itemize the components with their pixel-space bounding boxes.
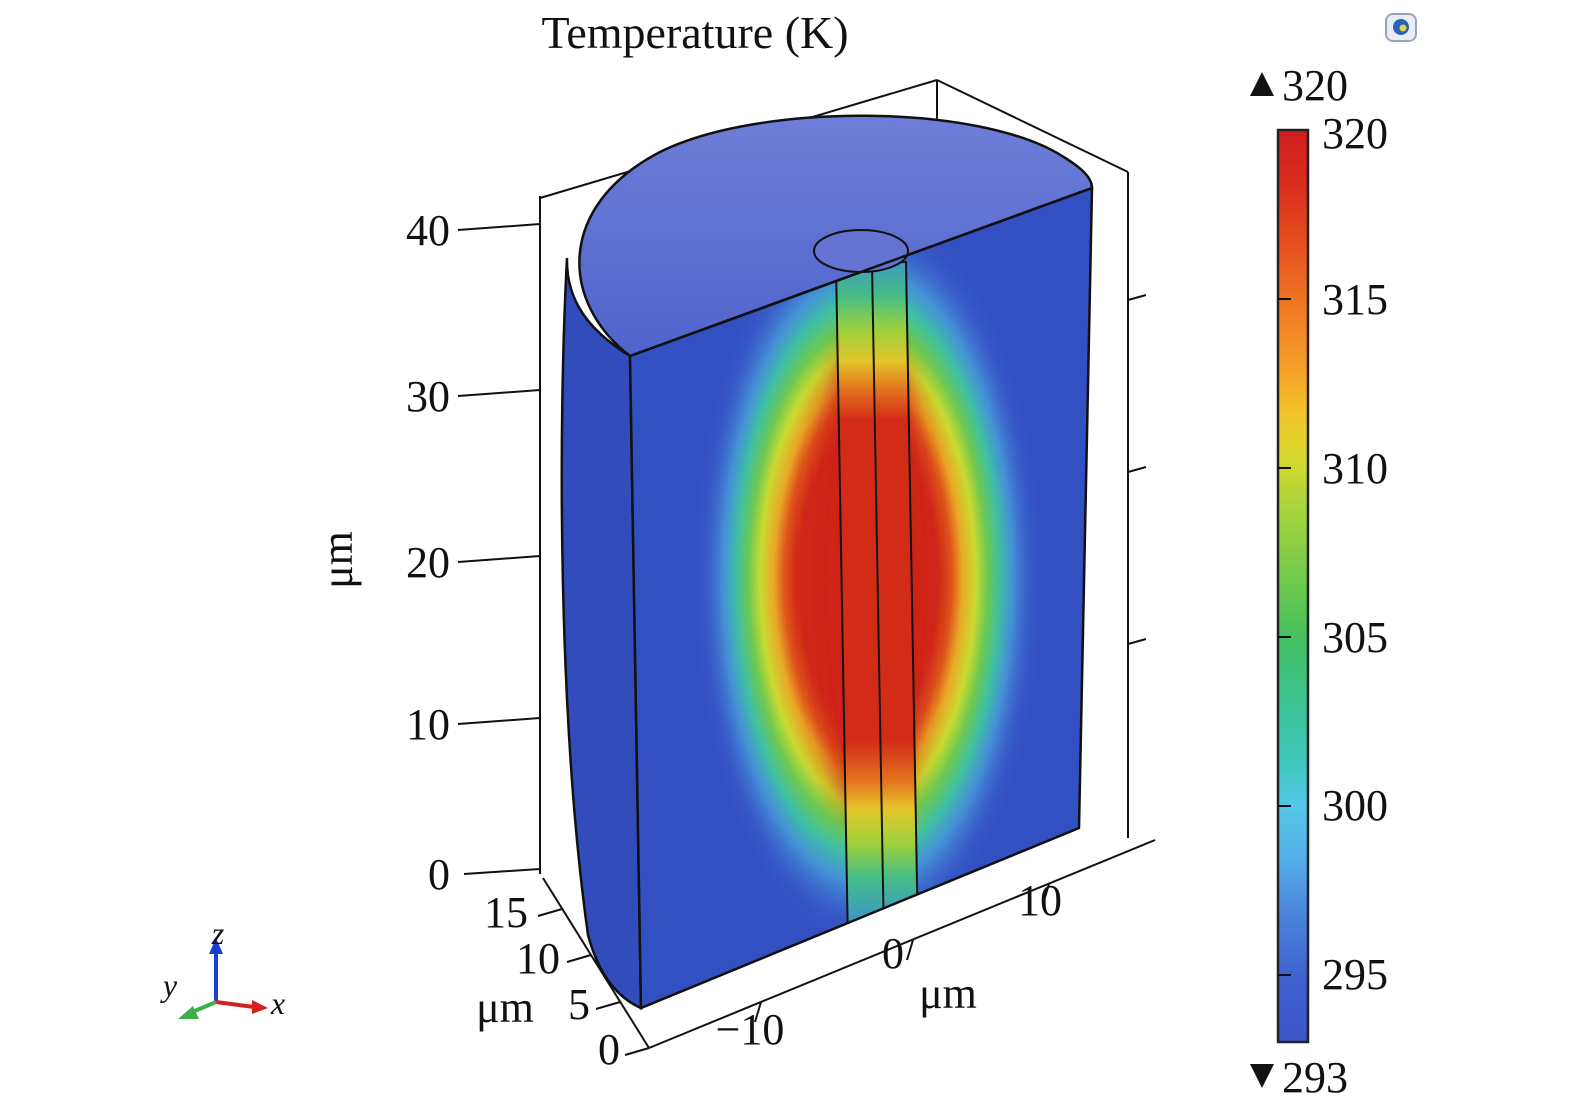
- cut-face-temperature-field: [693, 208, 1043, 948]
- right-frame-tick: [1127, 466, 1147, 473]
- z-tick-label: 20: [406, 538, 450, 587]
- x-axis-line: [648, 839, 1156, 1049]
- triad-x-label: x: [270, 985, 285, 1021]
- half-cylinder-model: [560, 114, 1094, 1010]
- plot-title: Temperature (K): [541, 7, 848, 58]
- colorbar-tick-label: 295: [1322, 950, 1388, 999]
- coordinate-triad: y z x: [160, 915, 285, 1021]
- y-tick-line: [537, 908, 563, 917]
- y-tick-label: 0: [598, 1025, 620, 1074]
- y-axis-line: [542, 877, 650, 1049]
- z-tick-line: [457, 555, 541, 563]
- colorbar-tick-label: 305: [1322, 613, 1388, 662]
- colorbar-tick-label: 310: [1322, 444, 1388, 493]
- colorbar-tick-label: 315: [1322, 275, 1388, 324]
- z-tick-line: [457, 223, 541, 231]
- y-axis-unit-label: μm: [476, 983, 534, 1032]
- z-tick-label: 40: [406, 206, 450, 255]
- x-tick-line: [906, 939, 914, 961]
- z-tick-label: 30: [406, 372, 450, 421]
- y-tick-line: [595, 1001, 621, 1010]
- x-tick-label: 10: [1018, 876, 1062, 925]
- triad-z-arrow-icon: [209, 938, 223, 954]
- colorbar-gradient-bar: [1276, 128, 1310, 1044]
- triad-x-axis: [215, 1000, 255, 1009]
- z-axis-unit-label: μm: [313, 531, 362, 589]
- colorbar-tick-label: 300: [1322, 781, 1388, 830]
- x-tick-line: [1042, 883, 1050, 905]
- plot-badge-dot-icon: [1399, 24, 1407, 32]
- core-top-opening: [813, 229, 909, 273]
- triad-z-label: z: [211, 915, 225, 951]
- x-tick-label: −10: [716, 1005, 785, 1054]
- z-tick-label: 0: [428, 850, 450, 899]
- cylinder-side-surface: [560, 257, 643, 1010]
- triad-x-arrow-icon: [252, 1000, 268, 1014]
- z-tick-label: 10: [406, 700, 450, 749]
- y-tick-label: 15: [484, 888, 528, 937]
- z-tick-line: [463, 868, 541, 875]
- y-tick-line: [624, 1047, 650, 1056]
- triad-y-label: y: [160, 967, 178, 1003]
- colorbar-min-marker-icon: [1250, 1064, 1274, 1088]
- right-frame-tick: [1127, 638, 1147, 645]
- frame-top-right-edge: [936, 79, 1129, 173]
- right-frame-tick: [1127, 294, 1147, 301]
- x-tick-label: 0: [882, 929, 904, 978]
- colorbar-min-label: 293: [1282, 1053, 1348, 1102]
- cut-face-outline: [628, 186, 1094, 1010]
- y-tick-label: 5: [568, 980, 590, 1029]
- y-tick-line: [566, 954, 592, 963]
- colorbar: 320 320 315 310 305 300 295 293: [1250, 61, 1388, 1102]
- triad-y-arrow-icon: [178, 1006, 199, 1019]
- colorbar-max-marker-icon: [1250, 72, 1274, 96]
- y-tick-label: 10: [516, 934, 560, 983]
- x-axis-unit-label: μm: [919, 969, 977, 1018]
- comsol-plot-badge[interactable]: [1385, 13, 1417, 42]
- colorbar-max-label: 320: [1282, 61, 1348, 110]
- core-column: [834, 260, 920, 948]
- colorbar-tick-label: 320: [1322, 109, 1388, 158]
- axis-frame: [457, 79, 1156, 1056]
- core-axis-edge: [871, 263, 885, 943]
- z-tick-line: [457, 717, 541, 725]
- x-tick-line: [754, 1001, 762, 1023]
- z-tick-line: [457, 389, 541, 397]
